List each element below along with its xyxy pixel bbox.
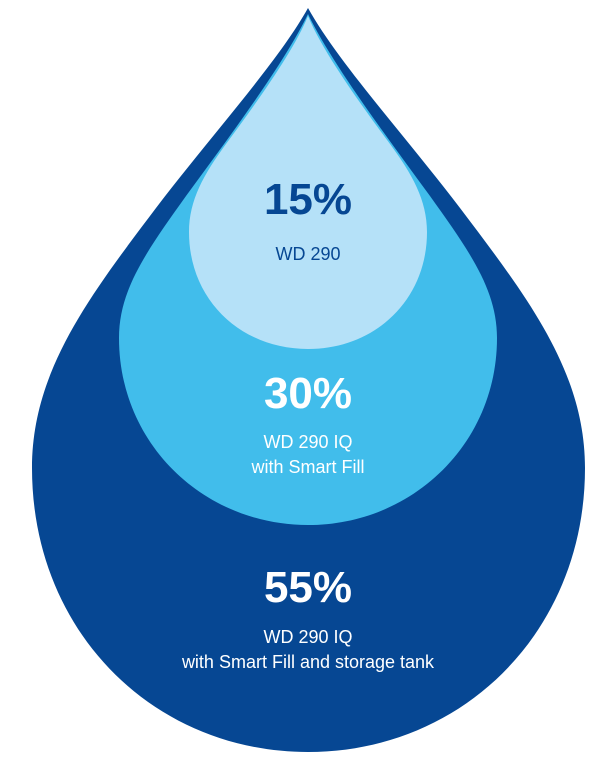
category-label-55-line1: WD 290 IQ bbox=[263, 627, 352, 647]
category-label-15-line1: WD 290 bbox=[275, 244, 340, 264]
drop-inner-15 bbox=[189, 16, 427, 349]
category-label-30-line2: with Smart Fill bbox=[250, 457, 364, 477]
value-label-15: 15% bbox=[264, 175, 352, 224]
category-label-30-line1: WD 290 IQ bbox=[263, 432, 352, 452]
value-label-55: 55% bbox=[264, 563, 352, 612]
value-label-30: 30% bbox=[264, 369, 352, 418]
category-label-55-line2: with Smart Fill and storage tank bbox=[181, 652, 435, 672]
